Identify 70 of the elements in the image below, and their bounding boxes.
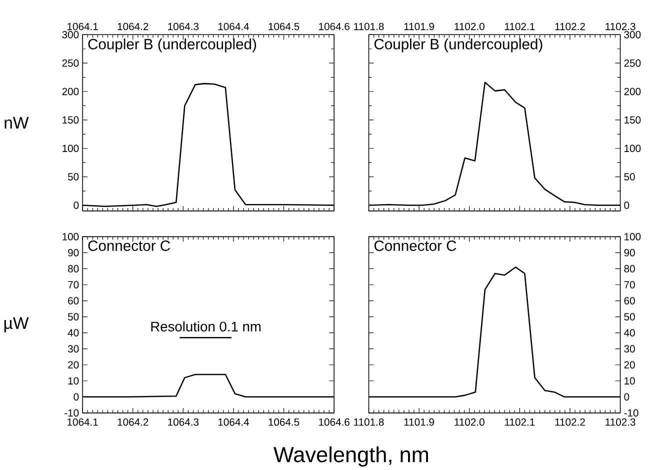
x-tick-label: 1064.4 <box>218 418 250 426</box>
y-tick-label: 70 <box>68 281 79 288</box>
y-tick-label: 50 <box>624 173 635 181</box>
y-tick-label: 40 <box>624 329 635 337</box>
y-tick-label: 80 <box>68 265 79 272</box>
y-tick-label: 100 <box>624 144 641 152</box>
y-tick-label: 10 <box>624 377 635 385</box>
y-tick-label: 50 <box>68 173 79 181</box>
y-tick-label: 10 <box>68 377 79 385</box>
y-tick-label: 60 <box>624 297 635 304</box>
y-tick-label: 150 <box>62 116 79 124</box>
x-tick-label: 1064.2 <box>118 22 148 30</box>
y-tick-label: 250 <box>62 59 79 67</box>
x-tick-label: 1102.1 <box>505 22 535 30</box>
chart-title: Coupler B (undercoupled) <box>88 38 256 52</box>
x-tick-label: 1102.2 <box>555 418 585 426</box>
chart-title: Connector C <box>374 240 456 252</box>
y-tick-label: -10 <box>624 409 638 417</box>
x-tick-label: 1064.2 <box>118 418 148 426</box>
x-tick-label: 1102.0 <box>454 418 484 426</box>
x-tick-label: 1064.5 <box>268 22 300 30</box>
y-tick-label: 100 <box>62 144 79 152</box>
y-tick-label: 30 <box>68 345 79 353</box>
y-tick-label: 0 <box>624 393 630 401</box>
x-tick-label: 1102.1 <box>505 418 535 426</box>
y-tick-label: 0 <box>74 202 79 209</box>
y-tick-label: 300 <box>62 31 79 38</box>
x-tick-label: 1101.9 <box>404 418 434 426</box>
x-tick-label: 1064.4 <box>218 22 250 30</box>
y-tick-label: 200 <box>624 88 641 96</box>
x-tick-label: 1101.9 <box>404 22 434 30</box>
y-tick-label: 100 <box>62 233 79 240</box>
chart-title: Connector C <box>88 240 170 252</box>
y-tick-label: 200 <box>62 88 79 96</box>
x-tick-label: 1064.5 <box>268 418 300 426</box>
x-tick-label: 1064.6 <box>319 418 350 426</box>
x-tick-label: 1102.3 <box>606 22 636 30</box>
y-tick-label: 80 <box>624 265 635 272</box>
y-tick-label: 20 <box>624 361 635 369</box>
x-tick-label: 1064.6 <box>319 22 350 30</box>
y-tick-label: 90 <box>624 249 635 256</box>
x-tick-label: 1064.3 <box>168 418 199 426</box>
y-tick-label: 60 <box>68 297 79 304</box>
y-tick-label: 100 <box>624 233 641 240</box>
y-tick-label: 40 <box>68 329 79 337</box>
x-tick-label: 1064.1 <box>68 418 98 426</box>
y-tick-label: 90 <box>68 249 79 256</box>
y-tick-label: 30 <box>624 345 635 353</box>
x-tick-label: 1101.8 <box>354 22 384 30</box>
x-tick-label: 1064.3 <box>168 22 199 30</box>
y-axis-title: µW <box>4 317 29 332</box>
y-tick-label: 20 <box>68 361 79 369</box>
x-tick-label: 1102.0 <box>454 22 484 30</box>
y-tick-label: 50 <box>624 313 635 321</box>
x-tick-label: 1064.1 <box>68 22 98 30</box>
y-tick-label: 0 <box>74 393 79 401</box>
x-tick-label: 1102.3 <box>606 418 636 426</box>
chart-title: Coupler B (undercoupled) <box>374 38 542 52</box>
y-tick-label: 70 <box>624 281 635 288</box>
y-axis-title: nW <box>4 117 29 129</box>
x-axis-title: Wavelength, nm <box>274 446 428 467</box>
annotation: Resolution 0.1 nm <box>151 321 261 332</box>
y-tick-label: 50 <box>68 313 79 321</box>
x-tick-label: 1102.2 <box>555 22 585 30</box>
y-tick-label: 0 <box>624 202 630 209</box>
x-tick-label: 1101.8 <box>354 418 384 426</box>
y-tick-label: -10 <box>64 409 79 417</box>
y-tick-label: 150 <box>624 116 641 124</box>
y-tick-label: 300 <box>624 31 641 38</box>
y-tick-label: 250 <box>624 59 641 67</box>
